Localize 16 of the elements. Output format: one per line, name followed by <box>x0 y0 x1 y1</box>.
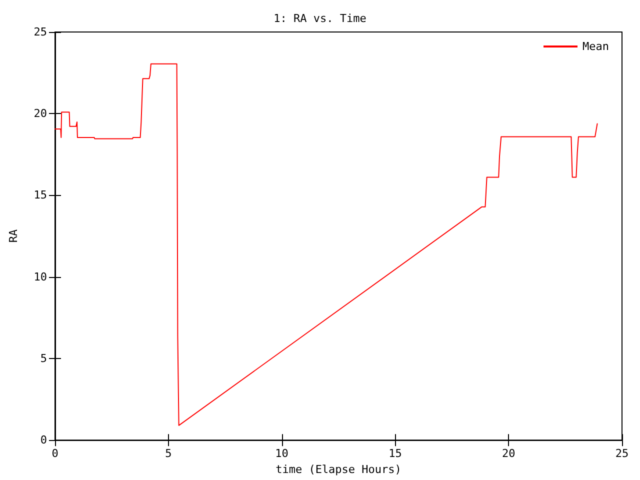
y-axis-title: RA <box>7 229 20 243</box>
y-tick-label: 20 <box>34 107 47 120</box>
y-tick-label: 10 <box>34 270 47 284</box>
x-axis-title: time (Elapse Hours) <box>276 463 402 476</box>
y-tick-label: 0 <box>40 434 47 447</box>
y-tick-label: 25 <box>34 26 47 38</box>
legend-label: Mean <box>582 40 610 53</box>
chart-title: 1: RA vs. Time <box>274 12 366 25</box>
x-tick-label: 15 <box>388 447 402 460</box>
x-tick-label: 20 <box>502 447 516 460</box>
x-tick-label: 10 <box>275 447 288 460</box>
x-tick-label: 5 <box>165 447 172 460</box>
y-tick-label: 15 <box>34 188 47 202</box>
y-tick-label: 5 <box>40 352 47 365</box>
x-tick-label: 25 <box>615 447 629 460</box>
x-tick-label: 0 <box>52 447 58 460</box>
